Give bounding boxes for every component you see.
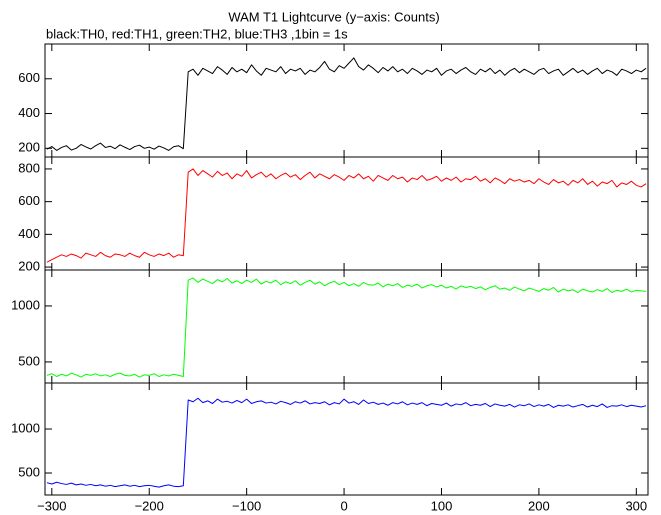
y-tick-label: 1000 xyxy=(11,297,40,312)
x-tick-label: −300 xyxy=(37,498,66,513)
data-line xyxy=(46,168,647,263)
panel-frame xyxy=(44,382,649,496)
y-tick-label: 1000 xyxy=(11,420,40,435)
panel-frame xyxy=(44,43,649,158)
y-tick-label: 400 xyxy=(18,226,40,241)
y-tick-label: 500 xyxy=(18,464,40,479)
data-line xyxy=(46,277,647,378)
x-tick-label: 200 xyxy=(528,498,550,513)
x-tick-label: −100 xyxy=(232,498,261,513)
chart-subtitle: black:TH0, red:TH1, green:TH2, blue:TH3 … xyxy=(46,26,348,41)
data-line xyxy=(46,397,647,488)
y-tick-label: 800 xyxy=(18,160,40,175)
y-tick-label: 500 xyxy=(18,353,40,368)
y-tick-label: 400 xyxy=(18,105,40,120)
y-tick-label: 600 xyxy=(18,193,40,208)
x-tick-label: 300 xyxy=(625,498,647,513)
y-tick-label: 600 xyxy=(18,70,40,85)
y-tick-label: 200 xyxy=(18,140,40,155)
x-tick-label: 100 xyxy=(431,498,453,513)
data-line xyxy=(46,57,647,151)
panel-frame xyxy=(44,156,649,271)
x-tick-label: −200 xyxy=(135,498,164,513)
panel-frame xyxy=(44,269,649,384)
y-tick-label: 200 xyxy=(18,258,40,273)
chart-title: WAM T1 Lightcurve (y−axis: Counts) xyxy=(228,9,439,24)
x-tick-label: 0 xyxy=(340,498,347,513)
